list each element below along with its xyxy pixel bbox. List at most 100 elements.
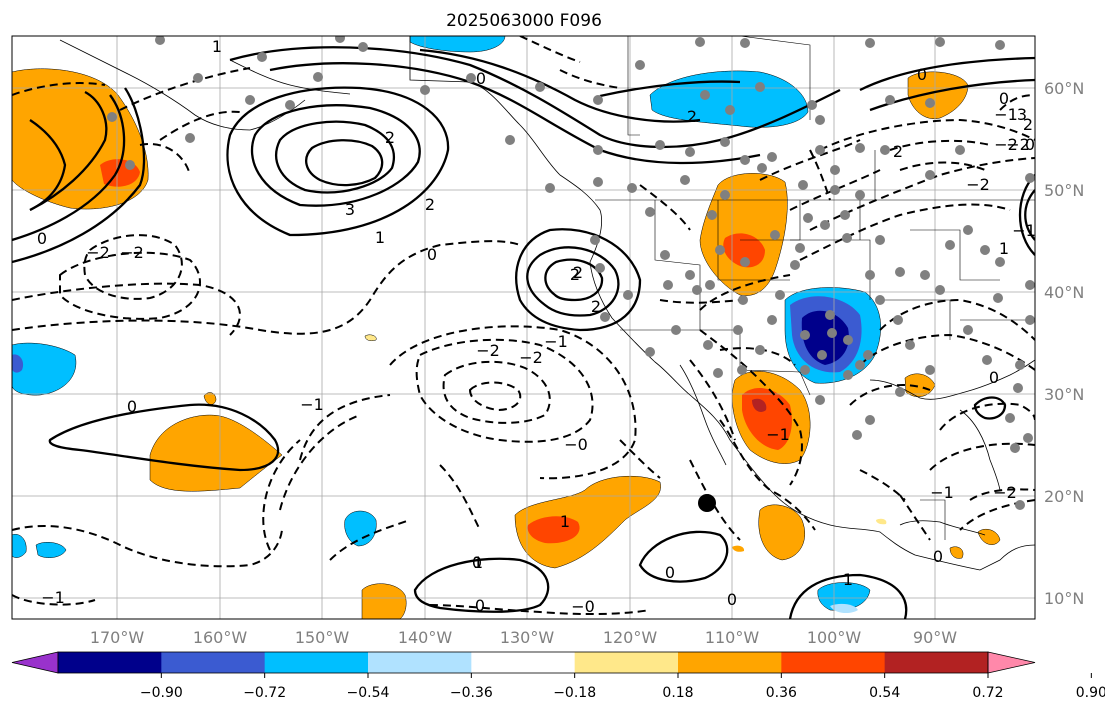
positive-anomaly-region (203, 392, 217, 405)
strong-positive-anomaly-region (723, 233, 765, 268)
contour-label: −2 (120, 243, 144, 262)
colorbar: −0.90 −0.72 −0.54 −0.36 −0.18 0.18 0.36 0.54 0.7… (11, 651, 1105, 701)
contour-label: 0 (472, 553, 482, 572)
lat-label-20n: 20°N (1044, 487, 1084, 506)
contour-label: 0 (476, 69, 486, 88)
contour-label: −1 (41, 588, 65, 607)
colorbar-segment (471, 652, 576, 673)
negative-anomaly-region (12, 534, 27, 558)
contour-label: 0 (1025, 135, 1035, 154)
storm-center-marker (698, 494, 716, 512)
contour-label: 2 (1023, 115, 1033, 134)
contour-label: −2 (86, 243, 110, 262)
colorbar-tick-label: −0.54 (347, 685, 390, 701)
contour-label: 0 (37, 229, 47, 248)
colorbar-border (57, 651, 989, 674)
lon-label-130w: 130°W (500, 628, 555, 647)
contour-label: 1 (560, 512, 570, 531)
contour-labels: 10232102−2−2022−2−2−1−10−0100−001−1−10−2… (37, 37, 1036, 616)
contour-label: −1 (930, 483, 954, 502)
contour-label: 0 (665, 563, 675, 582)
lon-label-90w: 90°W (913, 628, 957, 647)
strong-positive-anomaly-region (527, 516, 580, 544)
map-frame (11, 35, 1036, 620)
lon-label-100w: 100°W (807, 628, 862, 647)
contour-label: 2 (591, 297, 601, 316)
map-panel: 10232102−2−2022−2−2−1−10−0100−001−1−10−2… (12, 36, 1036, 619)
contour-label: 2 (573, 263, 583, 282)
colorbar-tick-label: −0.36 (450, 685, 493, 701)
colorbar-segment (884, 652, 989, 673)
contour-label: −1 (766, 425, 790, 444)
station-dots (107, 36, 1035, 510)
negative-anomaly-region (12, 342, 77, 396)
contour-label: 3 (1017, 105, 1027, 124)
contour-label: −2 (519, 348, 543, 367)
negative-anomaly-region (409, 36, 506, 53)
colorbar-segment (264, 652, 369, 673)
colorbar-extension-high (987, 651, 1036, 674)
lon-label-140w: 140°W (398, 628, 453, 647)
colorbar-tick-label: 0.72 (972, 685, 1003, 701)
strong-negative-anomaly-region (12, 354, 24, 373)
contour-label: −1 (544, 332, 568, 351)
latitude-axis: 60°N 50°N 40°N 30°N 20°N 10°N (1044, 79, 1084, 608)
very-strong-negative-anomaly-region (801, 310, 849, 365)
contour-label: −1 (300, 395, 324, 414)
colorbar-tick-label: 0.36 (766, 685, 797, 701)
contour-label: −2 (993, 483, 1017, 502)
contour-label: 0 (427, 245, 437, 264)
colorbar-segment (781, 652, 886, 673)
positive-anomaly-region (907, 71, 969, 120)
positive-anomaly-region (361, 583, 407, 619)
contour-label: 1 (375, 228, 385, 247)
contour-label: 0 (727, 590, 737, 609)
contour-label: −0 (564, 435, 588, 454)
contour-label: 2 (570, 265, 580, 284)
colorbar-tick-label: 0.90 (1076, 685, 1105, 701)
lat-label-10n: 10°N (1044, 589, 1084, 608)
contour-label: 0 (127, 397, 137, 416)
light-positive-anomaly-region (876, 518, 887, 525)
lat-label-40n: 40°N (1044, 283, 1084, 302)
graticule (12, 36, 1035, 619)
lon-label-170w: 170°W (90, 628, 145, 647)
contour-label: −2 (966, 175, 990, 194)
positive-anomaly-region (514, 475, 661, 569)
colorbar-segment (678, 652, 782, 673)
colorbar-tick-label: 0.18 (662, 685, 693, 701)
lon-label-110w: 110°W (705, 628, 760, 647)
lat-label-60n: 60°N (1044, 79, 1084, 98)
negative-anomaly-region (35, 542, 67, 558)
contour-label: −1 (994, 105, 1018, 124)
colorbar-segment (574, 652, 679, 673)
contour-label: −1 (1012, 221, 1036, 240)
colorbar-segment (161, 652, 266, 673)
contour-label: 1 (843, 570, 853, 589)
light-positive-anomaly-region (364, 334, 377, 342)
lon-label-150w: 150°W (295, 628, 350, 647)
positive-anomaly-region (732, 545, 745, 552)
contour-label: 0 (999, 89, 1009, 108)
colorbar-tick-label: −0.72 (243, 685, 286, 701)
contour-label: 2 (425, 195, 435, 214)
contour-label: −2 (1006, 135, 1030, 154)
contour-label: −2 (476, 341, 500, 360)
colorbar-segment (58, 652, 162, 673)
light-negative-anomaly-region (830, 603, 858, 614)
lon-label-120w: 120°W (603, 628, 658, 647)
contour-label: 3 (345, 200, 355, 219)
contour-label: 2 (687, 107, 697, 126)
contour-label: 2 (893, 142, 903, 161)
contour-label: −2 (994, 135, 1018, 154)
positive-anomaly-region (149, 414, 283, 492)
contour-label: 0 (933, 547, 943, 566)
figure-title: 2025063000 F096 (446, 11, 602, 31)
longitude-axis: 170°W 160°W 150°W 140°W 130°W 120°W 110°… (90, 628, 957, 647)
lat-label-30n: 30°N (1044, 385, 1084, 404)
contour-label: 0 (917, 65, 927, 84)
contour-label: 1 (473, 553, 483, 572)
colorbar-tick-label: −0.90 (140, 685, 183, 701)
lat-label-50n: 50°N (1044, 181, 1084, 200)
